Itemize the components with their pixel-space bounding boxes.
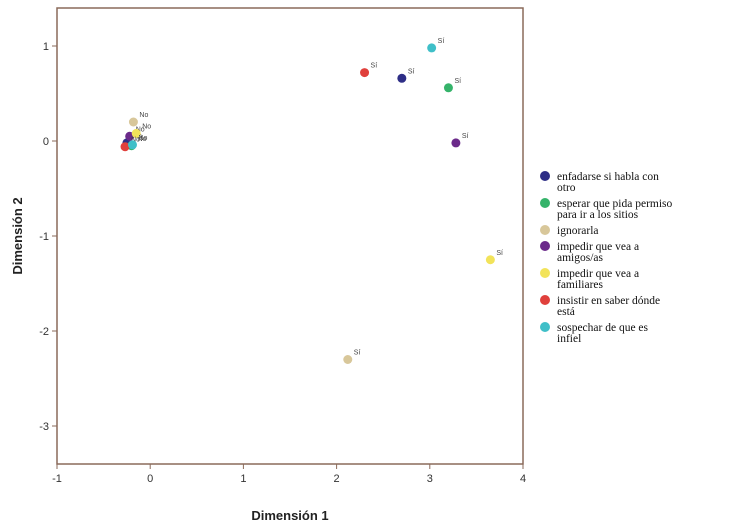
y-tick-label: 0 xyxy=(43,136,49,148)
legend-label: esperar que pida permiso para ir a los si… xyxy=(557,198,673,221)
x-tick-label: -1 xyxy=(52,473,62,485)
scatter-point xyxy=(127,140,137,150)
point-label: No xyxy=(136,126,145,133)
scatter-point xyxy=(397,73,407,83)
legend-label: insistir en saber dónde está xyxy=(557,295,660,318)
scatter-point xyxy=(120,142,130,152)
legend-swatch xyxy=(540,171,550,181)
point-label: Sí xyxy=(408,68,415,75)
scatter-point xyxy=(485,255,495,265)
point-label: No xyxy=(142,123,151,130)
scatter-point xyxy=(451,138,461,148)
legend: enfadarse si habla con otro esperar que pi… xyxy=(540,171,673,345)
legend-label: sospechar de que es infiel xyxy=(557,322,649,345)
x-tick-label: 0 xyxy=(147,473,153,485)
scatter-points: SíNoSíNoSíNoSíNoSíNoSíNoSíNo xyxy=(120,38,503,364)
legend-swatch xyxy=(540,225,550,235)
x-tick-label: 3 xyxy=(427,473,433,485)
legend-swatch xyxy=(540,295,550,305)
point-label: No xyxy=(139,112,148,119)
x-axis: -1 0 1 2 3 4 xyxy=(52,464,526,485)
scatter-point xyxy=(427,43,437,53)
point-label: No xyxy=(131,137,140,144)
point-label: Sí xyxy=(354,350,361,357)
point-label: Sí xyxy=(496,250,503,257)
y-tick-label: -2 xyxy=(39,326,49,338)
point-label: Sí xyxy=(371,63,378,70)
point-label: Sí xyxy=(438,38,445,45)
scatter-point xyxy=(360,68,370,78)
x-tick-label: 2 xyxy=(334,473,340,485)
point-label: Sí xyxy=(462,133,469,140)
legend-swatch xyxy=(540,241,550,251)
legend-label: impedir que vea a familiares xyxy=(557,268,639,291)
legend-label: impedir que vea a amigos/as xyxy=(557,241,639,264)
legend-swatch xyxy=(540,268,550,278)
y-axis-title: Dimensión 2 xyxy=(10,197,25,274)
plot-frame xyxy=(56,7,524,465)
legend-label: ignorarla xyxy=(557,225,599,237)
scatter-point xyxy=(128,117,138,127)
point-label: Sí xyxy=(454,78,461,85)
legend-swatch xyxy=(540,198,550,208)
legend-swatch xyxy=(540,322,550,332)
scatter-point xyxy=(343,355,353,364)
x-tick-label: 1 xyxy=(240,473,246,485)
x-tick-label: 4 xyxy=(520,473,526,485)
point-label: No xyxy=(138,136,147,143)
y-tick-label: -1 xyxy=(39,231,49,243)
y-axis: -3 -2 -1 0 1 xyxy=(39,41,57,433)
scatter-point xyxy=(443,83,453,93)
point-label: No xyxy=(138,135,147,142)
y-tick-label: -3 xyxy=(39,421,49,433)
y-tick-label: 1 xyxy=(43,41,49,53)
x-axis-title: Dimensión 1 xyxy=(251,508,328,523)
scatter-point xyxy=(131,128,141,138)
legend-label: enfadarse si habla con otro xyxy=(557,171,659,194)
